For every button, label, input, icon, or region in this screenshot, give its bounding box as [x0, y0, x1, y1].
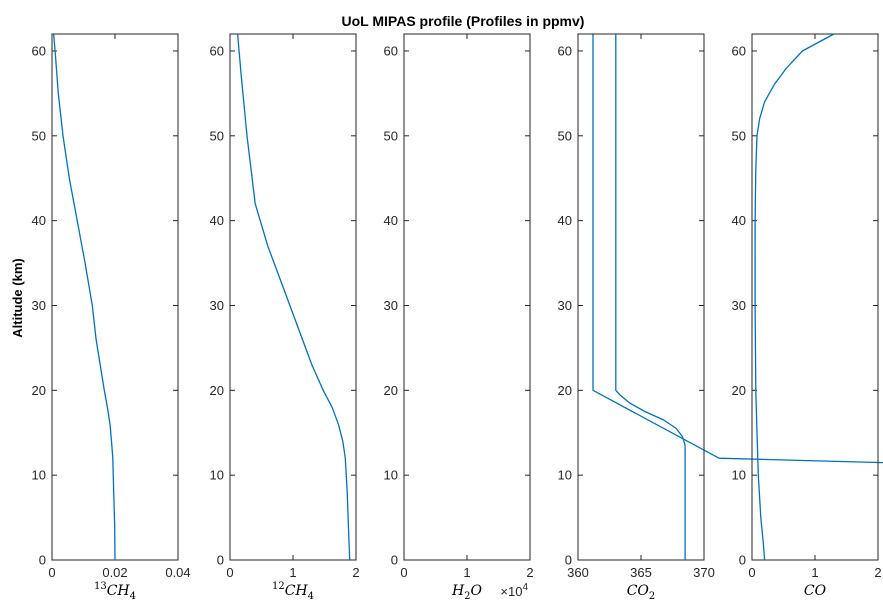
x-axis-label-base: H: [451, 583, 465, 599]
y-tick-label: 30: [732, 298, 746, 313]
y-tick-label: 50: [32, 128, 46, 143]
y-tick-label: 10: [32, 468, 46, 483]
y-tick-label: 0: [739, 553, 746, 568]
x-tick-label: 0.02: [102, 565, 127, 580]
y-tick-label: 60: [210, 43, 224, 58]
profile-line: [592, 34, 883, 464]
y-tick-label: 50: [732, 128, 746, 143]
y-tick-label: 60: [32, 43, 46, 58]
y-tick-label: 10: [384, 468, 398, 483]
x-tick-label: 1: [289, 565, 296, 580]
y-tick-label: 20: [32, 383, 46, 398]
y-tick-label: 60: [384, 43, 398, 58]
axes-box: [229, 33, 357, 561]
figure-title: UoL MIPAS profile (Profiles in ppmv): [342, 13, 585, 29]
x-tick-label: 370: [693, 565, 715, 580]
x-axis-label-base: CH: [107, 583, 131, 599]
y-tick-label: 40: [384, 213, 398, 228]
x-tick-label: 0: [748, 565, 755, 580]
y-tick-label: 20: [732, 383, 746, 398]
x-tick-label: 1: [463, 565, 470, 580]
y-tick-label: 50: [558, 128, 572, 143]
x-tick-label: 360: [567, 565, 589, 580]
x-axis-label-base-2: O: [471, 583, 483, 599]
y-tick-label: 30: [384, 298, 398, 313]
x-axis-label: H2O: [451, 583, 483, 602]
x-tick-label: 0: [226, 565, 233, 580]
y-tick-label: 30: [32, 298, 46, 313]
y-tick-label: 0: [39, 553, 46, 568]
x-axis-multiplier-base: ×10: [500, 584, 522, 599]
y-tick-label: 0: [391, 553, 398, 568]
y-tick-label: 10: [732, 468, 746, 483]
profile-line: [615, 34, 686, 560]
y-tick-label: 20: [384, 383, 398, 398]
y-tick-label: 0: [565, 553, 572, 568]
x-axis-label: CO2: [627, 583, 656, 602]
y-tick-label: 10: [558, 468, 572, 483]
x-axis-label: 12CH4: [272, 581, 314, 602]
y-tick-label: 50: [384, 128, 398, 143]
x-axis-multiplier-exponent: 4: [522, 582, 528, 593]
y-tick-label: 40: [558, 213, 572, 228]
axes-box: [403, 33, 531, 561]
y-tick-label: 40: [732, 213, 746, 228]
y-tick-label: 20: [210, 383, 224, 398]
x-tick-label: 0: [400, 565, 407, 580]
profile-line: [754, 33, 835, 561]
x-axis-label: 13CH4: [94, 581, 136, 602]
x-tick-label: 2: [874, 565, 881, 580]
profile-line: [236, 33, 351, 561]
y-tick-label: 40: [32, 213, 46, 228]
y-tick-label: 50: [210, 128, 224, 143]
y-tick-label: 30: [558, 298, 572, 313]
x-axis-label-base: CH: [285, 583, 309, 599]
y-tick-label: 20: [558, 383, 572, 398]
x-tick-label: 2: [352, 565, 359, 580]
y-tick-label: 0: [217, 553, 224, 568]
x-tick-label: 1: [811, 565, 818, 580]
x-axis-label-subscript: 2: [464, 591, 470, 602]
y-tick-label: 60: [732, 43, 746, 58]
x-tick-label: 0.04: [165, 565, 190, 580]
x-axis-label-superscript: 12: [272, 581, 285, 592]
x-axis-label-subscript: 4: [308, 591, 314, 602]
axes-box: [51, 33, 179, 561]
y-tick-label: 60: [558, 43, 572, 58]
x-tick-label: 0: [48, 565, 55, 580]
x-axis-multiplier: ×104: [500, 582, 528, 599]
y-tick-label: 40: [210, 213, 224, 228]
x-axis-label-subscript: 2: [649, 591, 655, 602]
x-axis-label-superscript: 13: [94, 581, 107, 592]
x-axis-label: CO: [804, 583, 827, 599]
x-axis-label-base: CO: [804, 583, 827, 599]
y-tick-label: 30: [210, 298, 224, 313]
profile-line: [52, 33, 116, 561]
panel-4: 360 365 370 0 10 20 30 40 50 60 CO2: [558, 33, 715, 602]
panel-1: 0 0.02 0.04 0 10 20 30 40 50 60 13CH4: [32, 33, 191, 602]
y-tick-label: 10: [210, 468, 224, 483]
x-tick-label: 2: [526, 565, 533, 580]
y-axis-label: Altitude (km): [10, 258, 25, 337]
axes-box: [751, 33, 879, 561]
x-tick-label: 365: [630, 565, 652, 580]
x-axis-label-subscript: 4: [130, 591, 136, 602]
x-axis-label-base: CO: [627, 583, 650, 599]
